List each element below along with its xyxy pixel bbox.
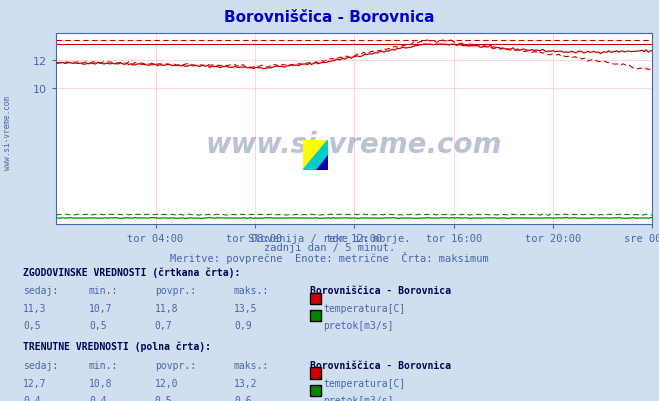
Text: sedaj:: sedaj: (23, 286, 58, 296)
Text: Borovniščica - Borovnica: Borovniščica - Borovnica (310, 286, 451, 296)
Polygon shape (303, 140, 328, 170)
Text: 0,7: 0,7 (155, 320, 173, 330)
Text: 13,2: 13,2 (234, 378, 258, 388)
Text: 0,9: 0,9 (234, 320, 252, 330)
Text: maks.:: maks.: (234, 286, 269, 296)
Text: pretok[m3/s]: pretok[m3/s] (324, 395, 394, 401)
Text: 10,7: 10,7 (89, 303, 113, 313)
Text: min.:: min.: (89, 360, 119, 370)
Text: min.:: min.: (89, 286, 119, 296)
Text: 10,8: 10,8 (89, 378, 113, 388)
Text: 0,5: 0,5 (89, 320, 107, 330)
Text: www.si-vreme.com: www.si-vreme.com (206, 131, 502, 158)
Text: 11,3: 11,3 (23, 303, 47, 313)
Text: temperatura[C]: temperatura[C] (324, 303, 406, 313)
Text: Slovenija / reke in morje.: Slovenija / reke in morje. (248, 233, 411, 243)
Text: 13,5: 13,5 (234, 303, 258, 313)
Text: 0,4: 0,4 (23, 395, 41, 401)
Text: zadnji dan / 5 minut.: zadnji dan / 5 minut. (264, 242, 395, 252)
Text: pretok[m3/s]: pretok[m3/s] (324, 320, 394, 330)
Text: www.si-vreme.com: www.si-vreme.com (3, 95, 13, 169)
Text: Borovniščica - Borovnica: Borovniščica - Borovnica (224, 10, 435, 25)
Text: sedaj:: sedaj: (23, 360, 58, 370)
Polygon shape (316, 155, 328, 170)
Text: povpr.:: povpr.: (155, 360, 196, 370)
Text: ZGODOVINSKE VREDNOSTI (črtkana črta):: ZGODOVINSKE VREDNOSTI (črtkana črta): (23, 267, 241, 277)
Text: 12,7: 12,7 (23, 378, 47, 388)
Text: TRENUTNE VREDNOSTI (polna črta):: TRENUTNE VREDNOSTI (polna črta): (23, 341, 211, 352)
Text: 11,8: 11,8 (155, 303, 179, 313)
Text: 12,0: 12,0 (155, 378, 179, 388)
Text: temperatura[C]: temperatura[C] (324, 378, 406, 388)
Text: Borovniščica - Borovnica: Borovniščica - Borovnica (310, 360, 451, 370)
Text: povpr.:: povpr.: (155, 286, 196, 296)
Text: 0,6: 0,6 (234, 395, 252, 401)
Polygon shape (303, 140, 328, 170)
Text: 0,5: 0,5 (23, 320, 41, 330)
Text: 0,5: 0,5 (155, 395, 173, 401)
Text: 0,4: 0,4 (89, 395, 107, 401)
Text: Meritve: povprečne  Enote: metrične  Črta: maksimum: Meritve: povprečne Enote: metrične Črta:… (170, 251, 489, 263)
Text: maks.:: maks.: (234, 360, 269, 370)
